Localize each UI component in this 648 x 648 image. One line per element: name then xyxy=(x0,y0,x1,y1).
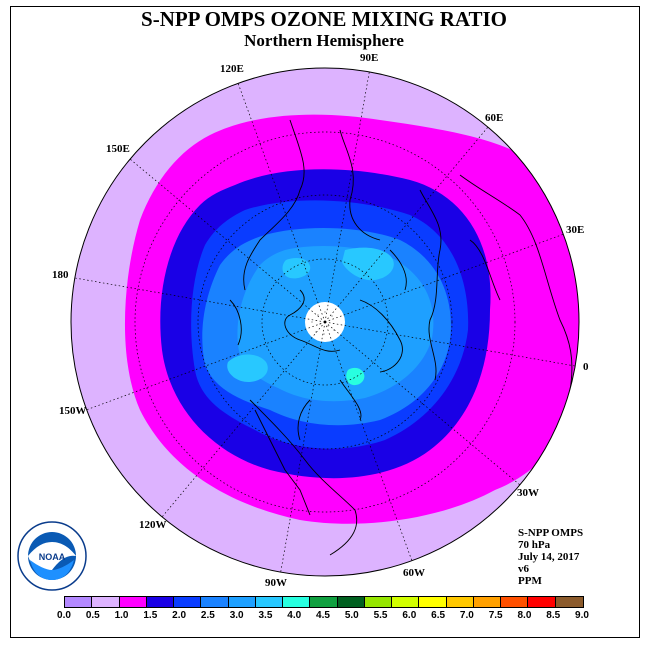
colorbar-swatch xyxy=(392,597,420,607)
longitude-labels: 90E 60E 30E 0 30W 60W 90W 120W 150W 180 … xyxy=(52,52,589,589)
colorbar-swatch xyxy=(174,597,202,607)
colorbar-swatch xyxy=(446,597,474,607)
lon-label-90e: 90E xyxy=(360,52,378,64)
lon-label-30e: 30E xyxy=(566,224,584,236)
colorbar-tick-label: 3.5 xyxy=(258,610,273,621)
info-block: S-NPP OMPS 70 hPa July 14, 2017 v6 PPM xyxy=(518,527,583,587)
colorbar-tick-label: 5.0 xyxy=(344,610,359,621)
colorbar-swatch xyxy=(228,597,256,607)
lon-label-180: 180 xyxy=(52,269,69,281)
lon-label-150w: 150W xyxy=(59,405,87,417)
info-units: PPM xyxy=(518,575,542,587)
info-pressure: 70 hPa xyxy=(518,539,551,551)
colorbar-ticks: 0.0 0.5 1.0 1.5 2.0 2.5 3.0 3.5 4.0 4.5 5.0 5.5 6.0 6… xyxy=(0,610,648,624)
colorbar-tick-label: 6.0 xyxy=(402,610,417,621)
colorbar-swatch xyxy=(146,597,174,607)
lon-label-90w: 90W xyxy=(265,577,287,589)
ozone-field xyxy=(71,68,579,576)
colorbar-tick-label: 4.5 xyxy=(316,610,330,621)
colorbar-swatch xyxy=(119,597,147,607)
lon-label-120w: 120W xyxy=(139,519,167,531)
colorbar-tick-label: 8.0 xyxy=(517,610,532,621)
colorbar-tick-label: 7.0 xyxy=(459,610,474,621)
colorbar-swatch xyxy=(65,597,93,607)
plot-frame xyxy=(10,6,640,638)
lon-label-150e: 150E xyxy=(106,143,130,155)
colorbar-swatch xyxy=(528,597,556,607)
colorbar-tick-label: 2.5 xyxy=(200,610,215,621)
noaa-logo: NOAA xyxy=(17,521,87,591)
lon-label-0: 0 xyxy=(583,361,589,373)
graticule xyxy=(74,68,576,576)
colorbar-swatch xyxy=(255,597,283,607)
colorbar-tick-label: 5.5 xyxy=(373,610,388,621)
colorbar-swatch xyxy=(201,597,229,607)
page-title: S-NPP OMPS OZONE MIXING RATIO xyxy=(141,7,507,31)
colorbar-swatch xyxy=(283,597,311,607)
colorbar-tick-label: 1.5 xyxy=(143,610,158,621)
colorbar-tick-label: 7.5 xyxy=(488,610,503,621)
colorbar-swatch xyxy=(364,597,392,607)
noaa-logo-text: NOAA xyxy=(39,552,66,562)
ozone-band-3-5 xyxy=(342,247,394,281)
colorbar-swatch xyxy=(473,597,501,607)
colorbar-tick-label: 9.0 xyxy=(575,610,589,621)
info-instrument: S-NPP OMPS xyxy=(518,527,584,539)
info-version: v6 xyxy=(518,563,529,575)
colorbar-tick-label: 4.0 xyxy=(287,610,302,621)
colorbar-swatch xyxy=(419,597,447,607)
colorbar-tick-label: 2.0 xyxy=(172,610,187,621)
lon-label-60w: 60W xyxy=(403,567,425,579)
coastlines xyxy=(229,119,573,556)
info-date: July 14, 2017 xyxy=(518,551,580,563)
map-boundary xyxy=(70,67,580,577)
colorbar-tick-label: 3.0 xyxy=(229,610,244,621)
lon-label-30w: 30W xyxy=(517,487,539,499)
colorbar-tick-label: 8.5 xyxy=(546,610,561,621)
colorbar-swatch xyxy=(92,597,120,607)
lon-label-120e: 120E xyxy=(220,63,244,75)
colorbar-tick-label: 1.0 xyxy=(114,610,129,621)
page-subtitle: Northern Hemisphere xyxy=(244,31,404,50)
colorbar-swatch xyxy=(501,597,529,607)
colorbar-swatch xyxy=(310,597,338,607)
colorbar-tick-label: 6.5 xyxy=(431,610,446,621)
colorbar-swatch xyxy=(337,597,365,607)
lon-label-60e: 60E xyxy=(485,112,503,124)
ozone-band-3-5-b xyxy=(227,354,268,382)
colorbar xyxy=(64,596,584,608)
colorbar-tick-label: 0.5 xyxy=(85,610,100,621)
ozone-band-4-0 xyxy=(346,367,365,386)
colorbar-swatch xyxy=(555,597,583,607)
colorbar-tick-label: 0.0 xyxy=(57,610,71,621)
ozone-band-3-5-c xyxy=(282,258,311,279)
